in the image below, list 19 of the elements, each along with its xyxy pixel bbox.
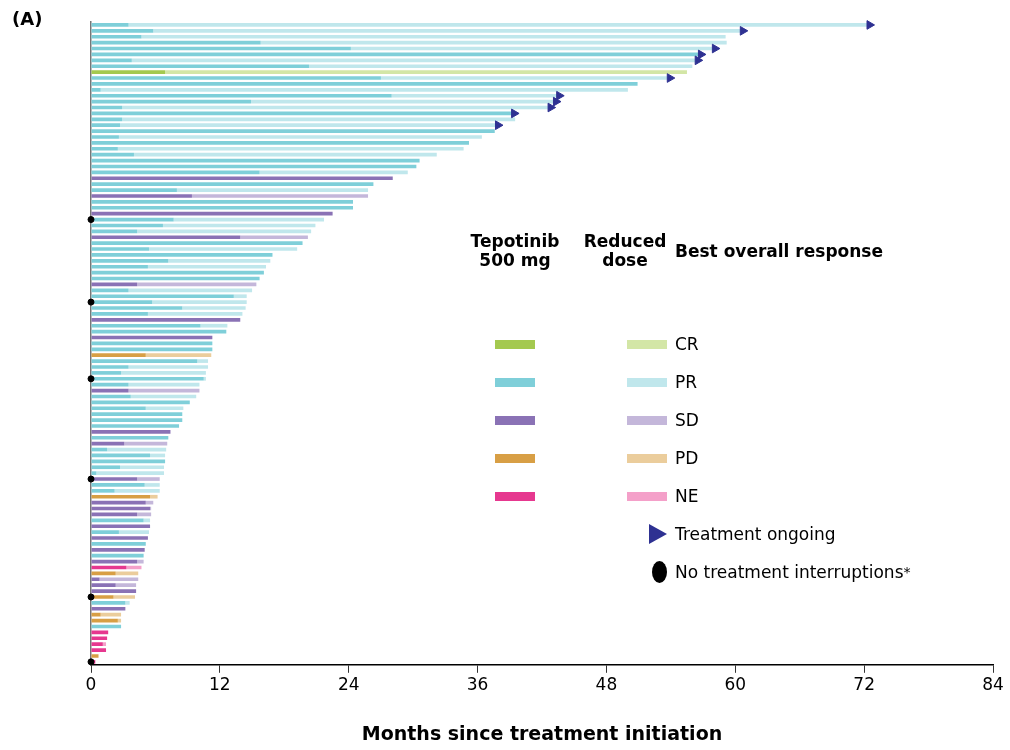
x-tick-label: 72 (853, 674, 875, 695)
x-tick-label: 84 (982, 674, 1004, 695)
annotation: Reduced dose (582, 231, 668, 272)
legend-label: Treatment ongoing (675, 523, 837, 546)
legend-label: PD (675, 447, 700, 470)
x-tick-label: 12 (209, 674, 231, 695)
x-axis-title: Months since treatment initiation (361, 721, 723, 744)
legend-label: SD (675, 409, 700, 432)
annotation: Tepotinib 500 mg (469, 231, 561, 272)
legend-label: NE (675, 485, 700, 508)
chart-title: (A) (12, 8, 43, 29)
legend-label: PR (675, 371, 699, 394)
x-tick-label: 48 (595, 674, 618, 695)
x-tick-label: 24 (337, 674, 360, 695)
x-tick-label: 60 (724, 674, 747, 695)
x-tick-label: 0 (85, 674, 97, 695)
x-tick-label: 36 (466, 674, 489, 695)
legend-title: Best overall response (675, 240, 884, 263)
legend-label: CR (675, 333, 700, 356)
